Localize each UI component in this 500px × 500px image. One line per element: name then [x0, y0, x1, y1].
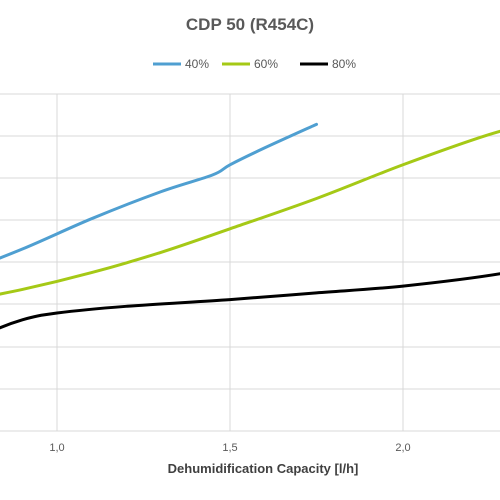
series-group — [0, 122, 500, 330]
x-tick-label: 1,5 — [222, 442, 237, 454]
legend-label: 60% — [254, 57, 278, 71]
legend: 40% 60% 80% — [153, 57, 356, 71]
grid — [0, 93, 500, 432]
x-tick-labels: 1,01,52,02,53,03,5 — [49, 442, 410, 454]
x-tick-label: 2,0 — [395, 442, 410, 454]
series-line-40pct — [0, 122, 318, 260]
legend-label: 80% — [332, 57, 356, 71]
x-tick-label: 1,0 — [49, 442, 64, 454]
legend-label: 40% — [185, 57, 209, 71]
series-line-80pct — [0, 272, 500, 330]
series-line-60pct — [0, 129, 500, 296]
x-axis-label: Dehumidification Capacity [l/h] — [168, 461, 359, 476]
chart-title: CDP 50 (R454C) — [186, 15, 314, 34]
